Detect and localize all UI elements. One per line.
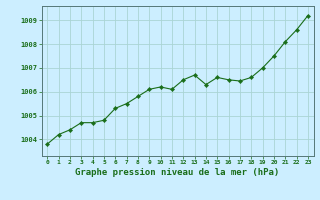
X-axis label: Graphe pression niveau de la mer (hPa): Graphe pression niveau de la mer (hPa) — [76, 168, 280, 177]
